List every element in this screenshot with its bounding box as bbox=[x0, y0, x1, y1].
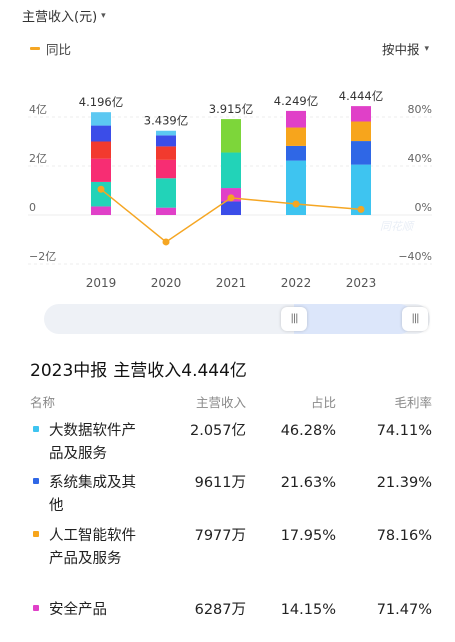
bar-segment bbox=[91, 181, 111, 207]
y-tick-left: −2亿 bbox=[29, 250, 56, 263]
bar-total-label: 3.915亿 bbox=[209, 102, 253, 116]
segment-share: 46.28% bbox=[280, 423, 336, 439]
bar-segment bbox=[286, 160, 306, 215]
header-title: 主营收入(元) bbox=[22, 10, 98, 25]
legend-label-yoy: 同比 bbox=[46, 42, 72, 57]
segment-revenue: 9611万 bbox=[194, 475, 246, 491]
yoy-point bbox=[97, 185, 105, 193]
bar-segment bbox=[286, 127, 306, 146]
y-tick-left: 2亿 bbox=[29, 152, 47, 165]
y-tick-left: 0 bbox=[29, 201, 36, 214]
watermark: 同花顺 bbox=[380, 220, 415, 233]
x-tick-label: 2019 bbox=[86, 276, 117, 290]
segment-share: 17.95% bbox=[280, 528, 336, 544]
bar-segment bbox=[91, 206, 111, 215]
bar-segment bbox=[156, 135, 176, 147]
chart-bars bbox=[91, 106, 371, 215]
bar-segment bbox=[351, 141, 371, 165]
y-tick-right: 40% bbox=[408, 152, 432, 165]
summary-period: 2023中报 bbox=[30, 361, 108, 381]
segment-margin: 78.16% bbox=[376, 528, 432, 544]
segment-revenue: 7977万 bbox=[194, 528, 246, 544]
summary-title: 2023中报 主营收入4.444亿 bbox=[30, 356, 253, 381]
bar-segment bbox=[156, 146, 176, 160]
yoy-line bbox=[97, 185, 365, 246]
segment-margin: 21.39% bbox=[376, 475, 432, 491]
range-slider[interactable]: ||| ||| bbox=[44, 304, 430, 334]
segment-color-dot bbox=[33, 478, 39, 484]
bar-segment bbox=[351, 164, 371, 215]
bar-segment bbox=[286, 110, 306, 128]
slider-right-handle[interactable]: ||| bbox=[402, 307, 428, 331]
revenue-chart[interactable]: 6亿120%4亿80%2亿40%00%−2亿−40%4.196亿20193.43… bbox=[0, 70, 455, 295]
revenue-type-selector[interactable]: 主营收入(元) ▾ bbox=[22, 6, 106, 25]
table-header-revenue: 主营收入 bbox=[195, 395, 246, 410]
bar-segment bbox=[156, 207, 176, 215]
bar-total-label: 3.439亿 bbox=[144, 114, 188, 128]
segment-name: 系统集成及其他 bbox=[49, 475, 136, 514]
chevron-down-icon: ▾ bbox=[424, 43, 429, 54]
slider-left-handle[interactable]: ||| bbox=[281, 307, 307, 331]
yoy-point bbox=[227, 194, 235, 202]
chevron-down-icon: ▾ bbox=[101, 10, 106, 21]
chart-labels: 6亿120%4亿80%2亿40%00%−2亿−40%4.196亿20193.43… bbox=[29, 89, 432, 290]
segment-name: 安全产品 bbox=[49, 602, 107, 618]
y-tick-right: −40% bbox=[398, 250, 432, 263]
bar-segment bbox=[91, 112, 111, 126]
bar-segment bbox=[286, 145, 306, 161]
segment-name: 人工智能软件产品及服务 bbox=[49, 528, 136, 567]
period-label: 按中报 bbox=[381, 42, 420, 57]
segment-share: 14.15% bbox=[280, 602, 336, 618]
x-tick-label: 2023 bbox=[346, 276, 377, 290]
segment-color-dot bbox=[33, 605, 39, 611]
bar-segment bbox=[91, 141, 111, 159]
segment-share: 21.63% bbox=[280, 475, 336, 491]
chart-legend[interactable]: 同比 bbox=[30, 39, 71, 58]
bar-total-label: 4.444亿 bbox=[339, 89, 383, 103]
bar-segment bbox=[91, 158, 111, 182]
y-tick-right: 80% bbox=[408, 103, 432, 116]
segment-revenue: 2.057亿 bbox=[189, 423, 246, 439]
segment-color-dot bbox=[33, 531, 39, 537]
segment-margin: 74.11% bbox=[376, 423, 432, 439]
period-selector[interactable]: 按中报 ▾ bbox=[382, 39, 429, 58]
bar-total-label: 4.196亿 bbox=[79, 95, 123, 109]
bar-segment bbox=[156, 130, 176, 136]
yoy-point bbox=[292, 200, 300, 208]
x-tick-label: 2022 bbox=[281, 276, 312, 290]
summary-value: 4.444亿 bbox=[181, 361, 247, 381]
bar-segment bbox=[221, 152, 241, 189]
x-tick-label: 2021 bbox=[216, 276, 247, 290]
yoy-point bbox=[162, 238, 170, 246]
y-tick-right: 0% bbox=[415, 201, 432, 214]
bar-segment bbox=[221, 201, 241, 215]
table-header-name: 名称 bbox=[30, 395, 56, 410]
segment-name: 大数据软件产品及服务 bbox=[49, 423, 136, 462]
yoy-point bbox=[357, 205, 365, 213]
slider-selected-range bbox=[294, 304, 414, 334]
segment-margin: 71.47% bbox=[376, 602, 432, 618]
y-tick-left: 4亿 bbox=[29, 103, 47, 116]
segment-revenue: 6287万 bbox=[194, 602, 246, 618]
table-header-share: 占比 bbox=[310, 395, 336, 410]
table-header-margin: 毛利率 bbox=[394, 395, 432, 410]
bar-segment bbox=[221, 119, 241, 153]
bar-segment bbox=[156, 159, 176, 179]
bar-segment bbox=[351, 106, 371, 122]
bar-segment bbox=[351, 121, 371, 142]
line-legend-marker bbox=[30, 47, 40, 50]
bar-segment bbox=[156, 178, 176, 208]
bar-total-label: 4.249亿 bbox=[274, 94, 318, 108]
x-tick-label: 2020 bbox=[151, 276, 182, 290]
bar-segment bbox=[91, 125, 111, 142]
summary-label: 主营收入 bbox=[113, 361, 182, 381]
segment-color-dot bbox=[33, 426, 39, 432]
